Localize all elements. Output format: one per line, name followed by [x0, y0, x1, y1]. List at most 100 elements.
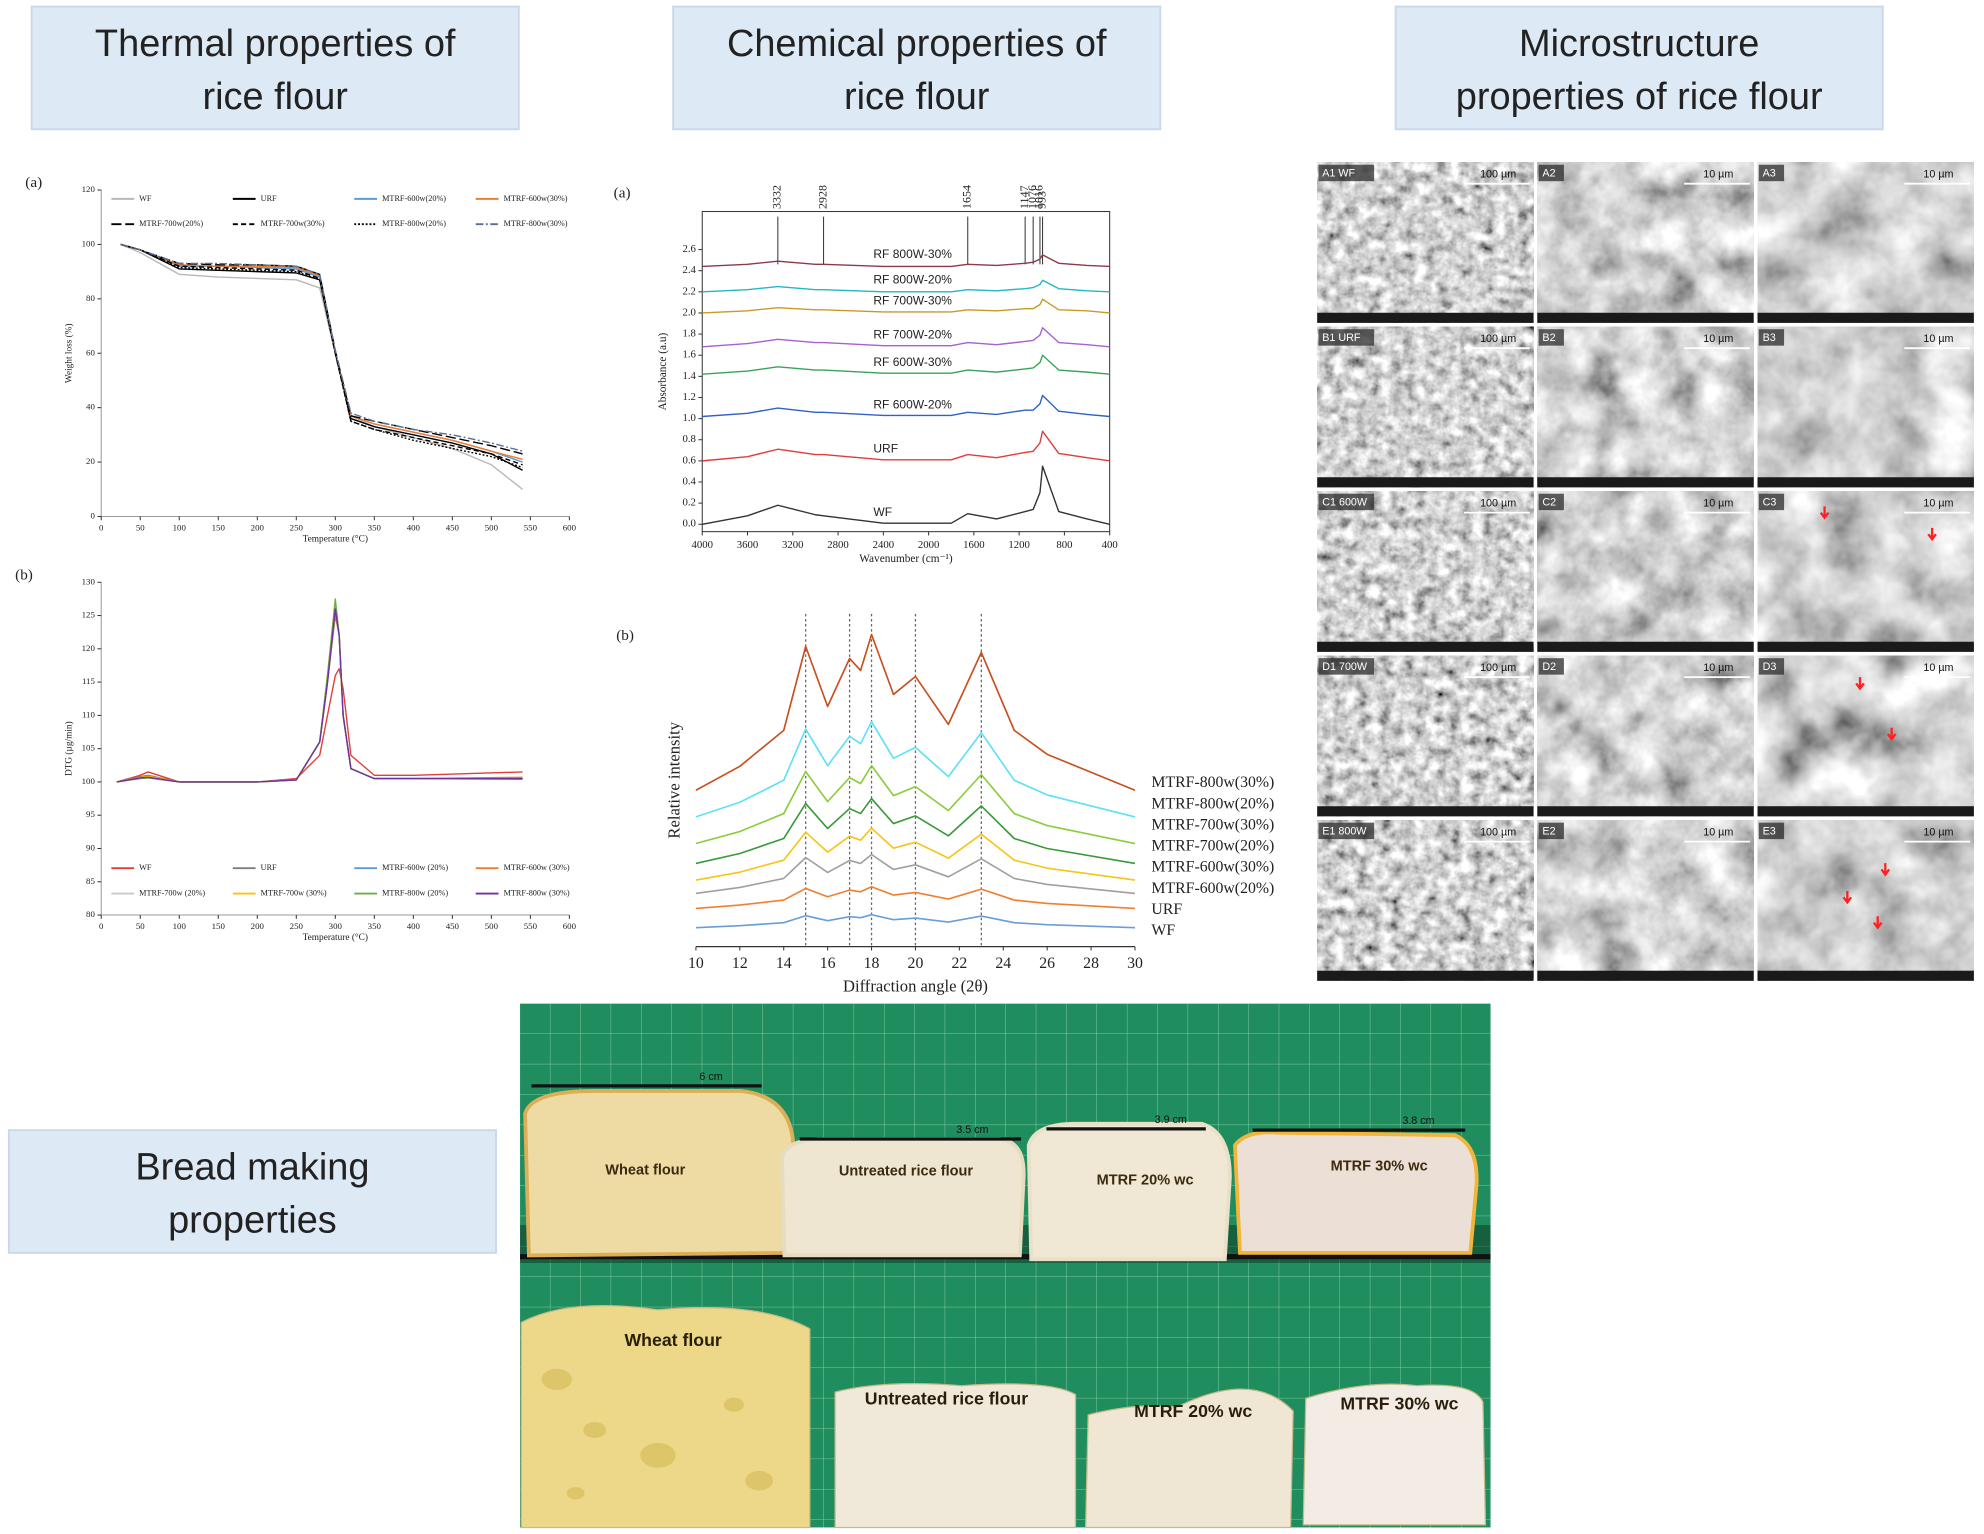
x-tick-label: 1600	[963, 539, 985, 551]
peak-label: 993	[1034, 191, 1048, 209]
series-line	[116, 608, 523, 783]
series-label: MTRF-600w(30%)	[1151, 859, 1274, 876]
x-axis-title: Wavenumber (cm⁻¹)	[859, 553, 953, 565]
x-axis-title: Temperature (°C)	[303, 932, 368, 943]
sem-label-bg	[1318, 822, 1375, 840]
x-tick-label: 250	[290, 921, 304, 931]
series-line	[702, 394, 1110, 418]
series-line	[702, 279, 1110, 293]
y-tick-label: 1.0	[682, 412, 695, 424]
chart: 0 50 100 150 200 250 300 350 400 450 500 550 600 80 85…	[15, 566, 576, 943]
legend-label: MTRF-700w(20%)	[139, 219, 203, 228]
sem-info-bar	[1537, 970, 1754, 981]
sem-info-bar	[1317, 477, 1534, 488]
sem-info-bar	[1537, 312, 1754, 323]
series-line	[695, 853, 1136, 895]
y-tick-label: 1.8	[682, 328, 695, 340]
x-tick-label: 150	[212, 921, 226, 931]
y-tick-label: 80	[86, 293, 95, 303]
header-text: rice flour	[844, 76, 989, 118]
sem-label-bg	[1538, 493, 1564, 511]
x-tick-label: 16	[820, 955, 836, 972]
sem-label-bg	[1318, 493, 1375, 511]
y-tick-label: 2.2	[682, 285, 695, 297]
x-axis-title: Temperature (°C)	[303, 534, 368, 545]
sem-image	[1317, 162, 1534, 323]
sem-arrow	[1819, 506, 1830, 520]
chart: 10 12 14 16 18 20 22 24 26 28 30 Diffraction angle …	[616, 613, 1274, 996]
sem-label-bg	[1758, 329, 1785, 346]
header-box	[7, 1129, 497, 1254]
series-label: RF 700W-30%	[873, 294, 952, 308]
x-tick-label: 2000	[918, 539, 940, 551]
x-tick-label: 600	[563, 921, 577, 931]
measure-label: 6 cm	[699, 1071, 722, 1083]
sem-label: B2	[1542, 332, 1555, 344]
x-tick-label: 3200	[782, 539, 804, 551]
series-line	[695, 827, 1136, 881]
header-text: Bread making	[135, 1146, 369, 1188]
x-tick-label: 14	[776, 955, 792, 972]
y-tick-label: 100	[82, 238, 96, 248]
x-tick-label: 2400	[873, 539, 895, 551]
series-line	[695, 720, 1136, 818]
sem-label: C3	[1763, 496, 1777, 508]
sem-info-bar	[1757, 312, 1974, 323]
x-tick-label: 400	[1102, 539, 1118, 551]
header-text: Microstructure	[1519, 23, 1759, 65]
peak-label: 3332	[770, 185, 784, 209]
series-label: MTRF-600w(20%)	[1151, 880, 1274, 897]
x-tick-label: 250	[290, 523, 304, 533]
sem-image	[1317, 655, 1534, 817]
chart: 0 50 100 150 200 250 300 350 400 450 500 550 600 0 20 4…	[25, 174, 576, 544]
sem-label: B3	[1763, 332, 1776, 344]
header-text: Thermal properties of	[95, 23, 456, 65]
series-label: WF	[873, 505, 892, 519]
crumb-hole	[566, 1487, 585, 1500]
x-tick-label: 20	[908, 955, 924, 972]
legend-label: MTRF-600w (20%)	[382, 863, 448, 872]
sem-image	[1537, 820, 1754, 981]
series-line	[120, 243, 523, 461]
legend-label: MTRF-800w (20%)	[382, 888, 448, 897]
sem-scale: 100 µm	[1480, 662, 1516, 674]
x-tick-label: 0	[99, 523, 104, 533]
x-tick-label: 550	[524, 523, 538, 533]
peak-label: 1016	[1032, 185, 1046, 209]
legend-label: MTRF-600w(30%)	[504, 194, 568, 203]
sem-image	[1317, 326, 1534, 488]
sem-image	[1757, 162, 1974, 323]
sem-label-bg	[1318, 329, 1375, 346]
sem-scale: 10 µm	[1703, 827, 1733, 839]
sem-label-bg	[1318, 164, 1375, 182]
x-tick-label: 10	[688, 955, 704, 972]
y-tick-label: 0	[90, 511, 95, 521]
bread-slice	[520, 1304, 811, 1529]
sem-scale: 10 µm	[1703, 169, 1733, 181]
x-tick-label: 350	[368, 921, 382, 931]
legend-label: MTRF-800w(20%)	[382, 219, 446, 228]
sem-label-bg	[1758, 164, 1785, 182]
measure-label: 3.9 cm	[1155, 1114, 1187, 1126]
series-line	[116, 614, 523, 783]
legend-label: MTRF-600w(20%)	[382, 194, 446, 203]
series-line	[695, 885, 1136, 910]
series-label: RF 600W-30%	[873, 355, 952, 369]
legend-label: URF	[261, 863, 277, 872]
sem-scale: 10 µm	[1703, 498, 1733, 510]
sem-label-bg	[1538, 658, 1564, 675]
x-tick-label: 28	[1083, 955, 1099, 972]
legend-label: WF	[139, 863, 152, 872]
sem-info-bar	[1317, 641, 1534, 652]
legend-label: MTRF-700w (30%)	[261, 888, 327, 897]
peak-label: 1147	[1017, 185, 1031, 209]
x-tick-label: 26	[1039, 955, 1055, 972]
x-tick-label: 200	[251, 921, 265, 931]
sem-label: B1 URF	[1322, 332, 1361, 344]
chart: 4000 3600 3200 2800 2400 2000 1600 1200 800 400 0.…	[614, 184, 1118, 565]
series-line	[120, 243, 523, 463]
slice-label: Wheat flour	[624, 1330, 721, 1350]
x-tick-label: 200	[251, 523, 265, 533]
header-box	[30, 5, 520, 131]
